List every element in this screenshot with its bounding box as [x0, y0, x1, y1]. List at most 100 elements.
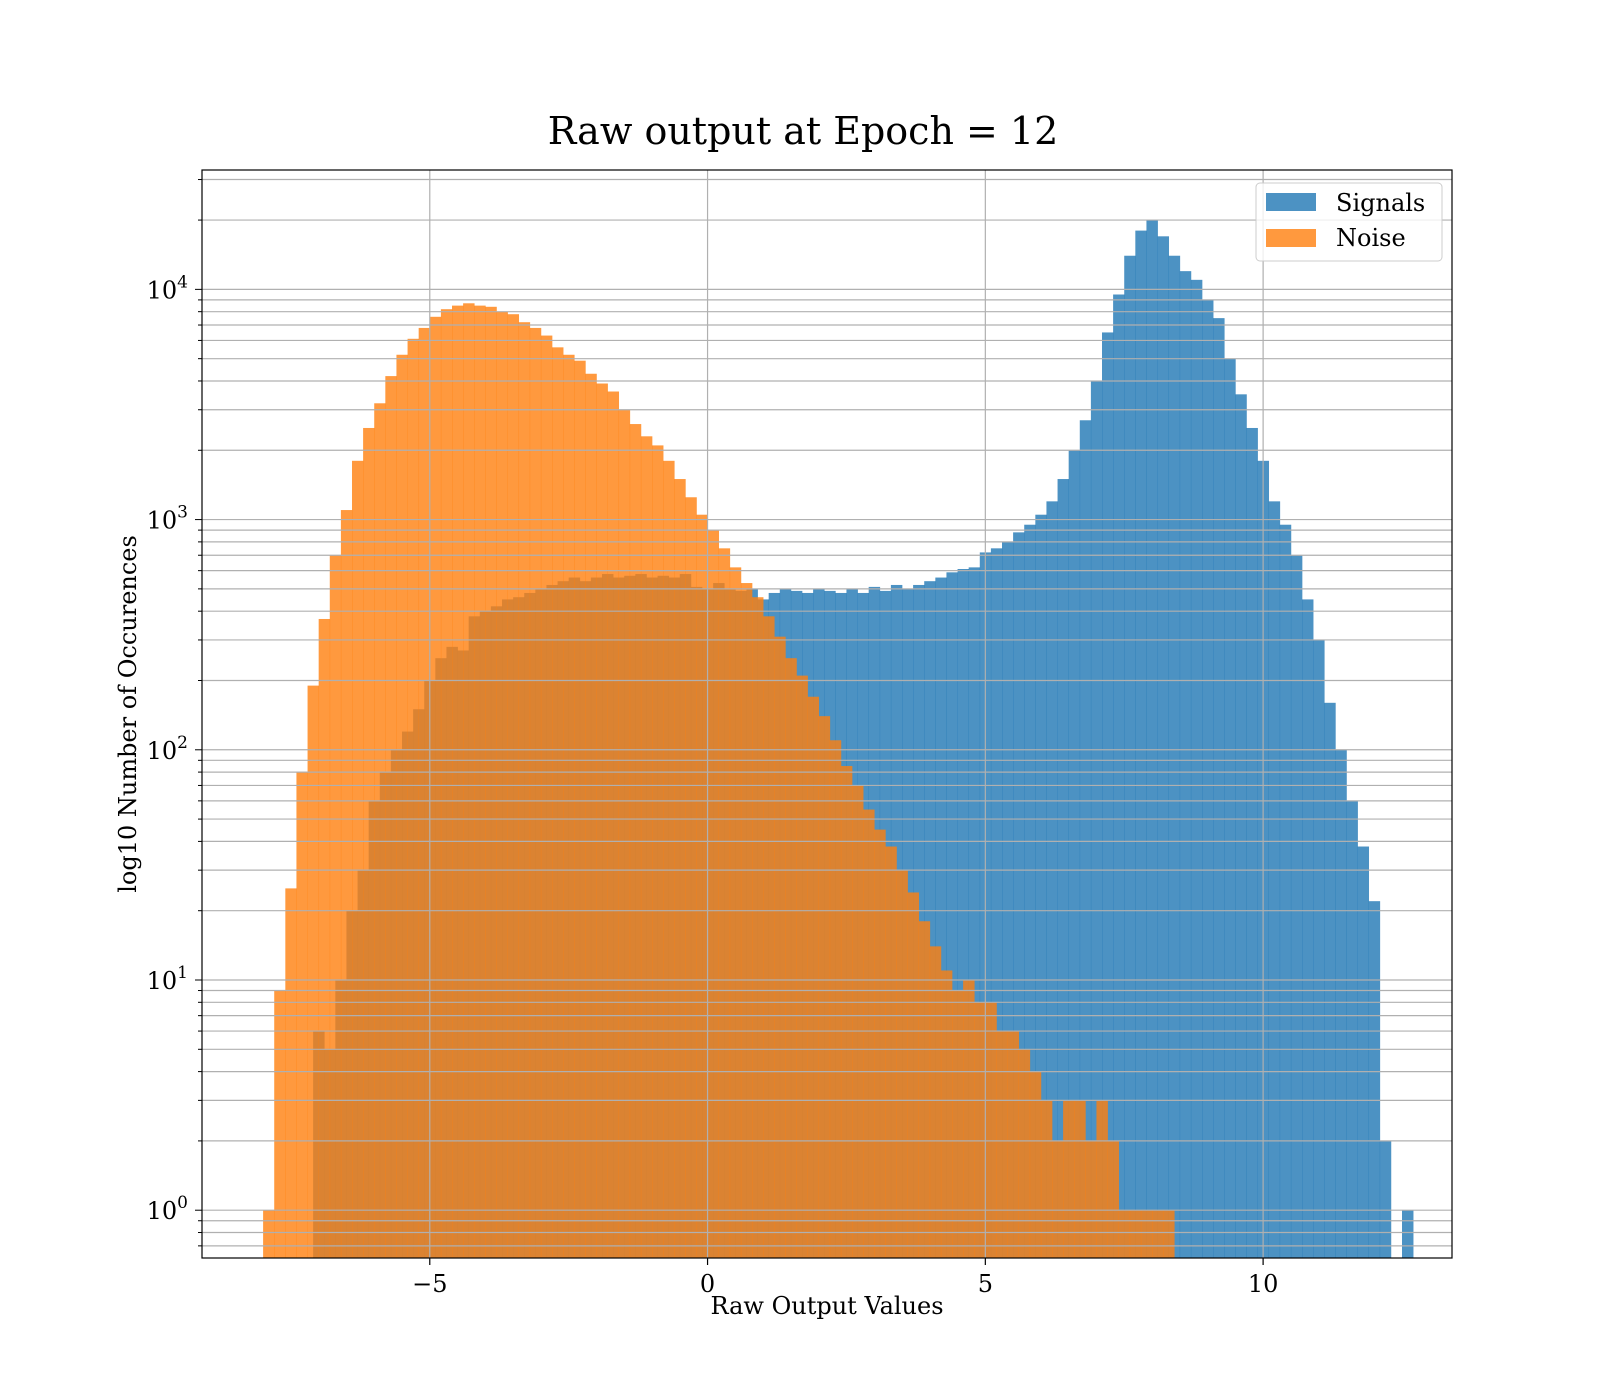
signals-bar — [1168, 255, 1181, 1258]
signals-bar — [1124, 255, 1136, 1258]
noise-bar — [540, 335, 553, 1258]
noise-bar — [807, 696, 820, 1258]
signals-bar — [1190, 279, 1203, 1258]
noise-bar — [307, 685, 320, 1258]
y-tick-label: 103 — [147, 503, 188, 535]
y-axis-label: log10 Number of Occurences — [114, 535, 142, 893]
signals-bar — [1279, 524, 1292, 1258]
noise-bar — [685, 497, 697, 1258]
noise-bar — [285, 888, 297, 1258]
x-tick-label: 5 — [978, 1270, 993, 1298]
signals-bar — [1102, 332, 1114, 1258]
noise-bar — [374, 403, 386, 1258]
noise-bar — [1007, 1031, 1020, 1258]
noise-bar — [1018, 1049, 1031, 1258]
signals-bar — [1035, 514, 1047, 1258]
legend-swatch-signals — [1266, 193, 1316, 211]
noise-bar — [796, 675, 808, 1258]
y-tick-label: 104 — [147, 272, 188, 304]
signals-bar — [924, 581, 936, 1258]
noise-bar — [1029, 1071, 1042, 1258]
noise-bar — [574, 360, 586, 1258]
noise-bar — [763, 616, 775, 1258]
noise-bar — [585, 373, 597, 1258]
noise-bar — [640, 436, 653, 1258]
signals-bar — [1379, 1140, 1392, 1258]
signals-bar — [1202, 299, 1214, 1258]
noise-bar — [507, 314, 520, 1258]
signals-bar — [968, 567, 981, 1258]
noise-bar — [618, 409, 631, 1258]
signals-bar — [1002, 541, 1014, 1258]
legend-label-signals: Signals — [1336, 189, 1425, 217]
signals-bar — [1068, 450, 1081, 1258]
noise-bar — [385, 376, 397, 1258]
noise-bar — [707, 530, 720, 1258]
noise-bar — [1085, 1140, 1097, 1258]
signals-bar — [957, 569, 970, 1258]
signals-bar — [946, 572, 958, 1258]
noise-bar — [874, 829, 886, 1258]
noise-bar — [952, 990, 964, 1258]
noise-bar — [1118, 1210, 1131, 1258]
y-tick-label: 101 — [147, 963, 188, 995]
signals-bar — [1157, 236, 1170, 1258]
legend-swatch-noise — [1266, 229, 1316, 247]
signals-bar — [1213, 318, 1225, 1258]
noise-bar — [840, 766, 853, 1258]
noise-bar — [407, 338, 420, 1258]
signals-bar — [1235, 394, 1247, 1258]
plot-frame — [201, 169, 1453, 1259]
noise-bar — [607, 391, 620, 1258]
noise-bar — [363, 427, 375, 1258]
noise-bar — [552, 347, 564, 1258]
signals-bar — [1135, 230, 1147, 1258]
noise-bar — [563, 354, 575, 1258]
signals-bar — [1402, 1210, 1414, 1258]
noise-bar — [863, 809, 875, 1258]
noise-bar — [396, 354, 408, 1258]
noise-bar — [1140, 1210, 1153, 1258]
noise-bar — [485, 306, 497, 1258]
noise-bar — [1096, 1100, 1108, 1258]
noise-bar — [496, 311, 508, 1258]
signals-bar — [1057, 479, 1070, 1258]
signals-bar — [1046, 501, 1058, 1258]
signals-bar — [1368, 901, 1381, 1258]
noise-bar — [774, 636, 786, 1258]
signals-bar — [1079, 420, 1092, 1258]
noise-bar — [463, 303, 475, 1258]
x-tick-label: 10 — [1248, 1270, 1279, 1298]
noise-bar — [829, 740, 842, 1258]
signals-bar — [1024, 524, 1036, 1258]
ticks-layer: −5 0 5 10 100 101 102 103 104 — [147, 179, 1279, 1298]
legend-label-noise: Noise — [1336, 224, 1406, 252]
noise-bar — [896, 870, 908, 1258]
signals-bar — [1290, 555, 1303, 1258]
signals-bar — [1113, 294, 1125, 1258]
noise-bar — [274, 990, 286, 1258]
noise-bar — [529, 327, 542, 1258]
signals-bar — [1224, 358, 1236, 1258]
noise-bar — [940, 970, 953, 1258]
noise-bar — [474, 305, 486, 1258]
noise-bar — [985, 1002, 997, 1258]
noise-bar — [352, 460, 364, 1258]
noise-bar — [1063, 1100, 1075, 1258]
signals-bar — [1313, 639, 1325, 1258]
legend: Signals Noise — [1255, 182, 1443, 262]
noise-bar — [518, 322, 531, 1258]
chart-title: Raw output at Epoch = 12 — [548, 109, 1059, 153]
x-tick-label: −5 — [412, 1270, 447, 1298]
noise-bar — [718, 548, 731, 1258]
noise-bar — [974, 1002, 986, 1258]
signals-bar — [1335, 749, 1347, 1258]
signals-bar — [1346, 800, 1358, 1258]
noise-bar — [596, 383, 608, 1258]
noise-bar — [963, 980, 975, 1258]
noise-bar — [696, 514, 708, 1258]
noise-bar — [907, 892, 920, 1258]
noise-bar — [752, 597, 764, 1258]
noise-bar — [918, 921, 931, 1258]
